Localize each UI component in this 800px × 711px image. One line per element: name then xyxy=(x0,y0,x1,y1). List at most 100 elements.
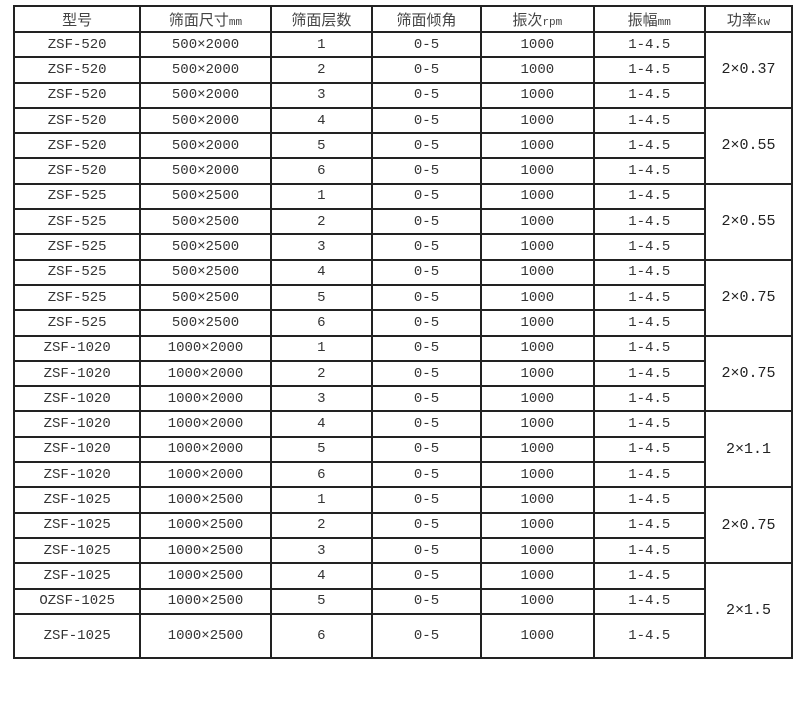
table-cell: 500×2000 xyxy=(139,157,272,185)
table-cell: 1-4.5 xyxy=(592,587,706,615)
table-cell: ZSF-1025 xyxy=(12,511,142,539)
header-label: 筛面倾角 xyxy=(396,10,457,29)
header-label: 型号 xyxy=(62,10,93,29)
table-row: ZSF-1025 1000×2500 2 0-5 1000 1-4.5 xyxy=(12,511,792,539)
table-cell: 1000×2500 xyxy=(139,612,272,659)
table-cell: 500×2000 xyxy=(139,132,272,160)
header-unit: kw xyxy=(756,16,771,29)
table-cell: ZSF-1020 xyxy=(12,435,142,464)
table-cell: 0-5 xyxy=(370,182,483,211)
table-cell: 1000 xyxy=(480,233,595,261)
header-label: 筛面层数 xyxy=(291,10,352,29)
table-cell: 5 xyxy=(269,283,373,312)
table-cell: 0-5 xyxy=(370,359,483,388)
table-cell: 4 xyxy=(269,410,373,438)
spec-table: 型号 筛面尺寸mm 筛面层数 筛面倾角 振次rpm 振幅mm 功率kw ZSF-520 500… xyxy=(12,5,794,659)
column-header: 振幅mm xyxy=(592,5,706,33)
table-cell: 0-5 xyxy=(370,56,483,84)
table-cell: ZSF-1025 xyxy=(12,486,142,514)
table-cell: 3 xyxy=(269,233,373,261)
table-row: ZSF-525 500×2500 3 0-5 1000 1-4.5 xyxy=(12,233,792,261)
table-cell: 0-5 xyxy=(370,283,483,312)
table-cell: 0-5 xyxy=(370,536,483,565)
table-cell: 0-5 xyxy=(370,587,483,615)
column-header: 筛面倾角 xyxy=(370,5,483,33)
table-cell: 0-5 xyxy=(370,562,483,590)
power-cell: 2×1.1 xyxy=(703,410,794,489)
table-cell: 1-4.5 xyxy=(592,81,706,109)
table-cell: 0-5 xyxy=(370,612,483,659)
table-cell: ZSF-1025 xyxy=(12,536,142,565)
table-cell: 0-5 xyxy=(370,511,483,539)
table-cell: 1000×2500 xyxy=(139,486,272,514)
table-cell: 1 xyxy=(269,30,373,59)
table-cell: 1-4.5 xyxy=(592,435,706,464)
table-cell: 1-4.5 xyxy=(592,385,706,413)
table-cell: 0-5 xyxy=(370,435,483,464)
column-header: 筛面层数 xyxy=(269,5,373,33)
table-cell: 1000×2000 xyxy=(139,435,272,464)
table-cell: 0-5 xyxy=(370,309,483,337)
table-cell: ZSF-520 xyxy=(12,30,142,59)
table-cell: ZSF-525 xyxy=(12,309,142,337)
header-label: 功率 xyxy=(726,10,757,29)
power-cell: 2×0.75 xyxy=(703,486,794,565)
table-cell: 1000 xyxy=(480,410,595,438)
table-cell: 0-5 xyxy=(370,486,483,514)
table-cell: 4 xyxy=(269,258,373,286)
table-cell: 1-4.5 xyxy=(592,157,706,185)
table-cell: ZSF-520 xyxy=(12,132,142,160)
table-cell: 0-5 xyxy=(370,410,483,438)
table-cell: 1-4.5 xyxy=(592,461,706,489)
table-row: ZSF-1025 1000×2500 6 0-5 1000 1-4.5 xyxy=(12,612,792,659)
table-cell: 1-4.5 xyxy=(592,359,706,388)
table-cell: 3 xyxy=(269,81,373,109)
table-cell: 1000×2000 xyxy=(139,410,272,438)
column-header: 功率kw xyxy=(703,5,794,33)
table-cell: 500×2500 xyxy=(139,258,272,286)
table-cell: 0-5 xyxy=(370,157,483,185)
table-cell: 500×2000 xyxy=(139,81,272,109)
table-row: OZSF-1025 1000×2500 5 0-5 1000 1-4.5 xyxy=(12,587,792,615)
table-cell: 1-4.5 xyxy=(592,536,706,565)
table-row: ZSF-1020 1000×2000 1 0-5 1000 1-4.5 2×0.75 xyxy=(12,334,794,413)
power-cell: 2×0.37 xyxy=(703,31,794,109)
table-cell: 1-4.5 xyxy=(592,511,706,539)
table-cell: 6 xyxy=(269,461,373,489)
table-cell: 1-4.5 xyxy=(592,258,706,286)
table-cell: 4 xyxy=(269,562,373,590)
table-cell: 1-4.5 xyxy=(592,486,706,514)
table-cell: 1-4.5 xyxy=(592,132,706,160)
table-cell: 500×2000 xyxy=(139,56,272,84)
table-cell: ZSF-1020 xyxy=(12,359,142,388)
table-row: ZSF-525 500×2500 4 0-5 1000 1-4.5 2×0.75 xyxy=(12,258,794,337)
table-cell: 1-4.5 xyxy=(592,106,706,135)
header-unit: rpm xyxy=(542,16,563,29)
table-cell: 500×2000 xyxy=(139,106,272,135)
table-cell: 1000 xyxy=(480,283,595,312)
table-row: ZSF-525 500×2500 2 0-5 1000 1-4.5 xyxy=(12,208,792,236)
table-cell: ZSF-525 xyxy=(12,283,142,312)
table-cell: 1000 xyxy=(480,486,595,514)
table-cell: 500×2500 xyxy=(139,233,272,261)
table-cell: ZSF-525 xyxy=(12,208,142,236)
table-cell: 1000 xyxy=(480,30,595,59)
table-row: ZSF-1025 1000×2500 3 0-5 1000 1-4.5 xyxy=(12,536,792,565)
table-cell: 1-4.5 xyxy=(592,612,706,659)
column-header: 筛面尺寸mm xyxy=(139,5,272,33)
table-cell: 1-4.5 xyxy=(592,30,706,59)
header-unit: mm xyxy=(228,16,243,29)
table-cell: 0-5 xyxy=(370,461,483,489)
table-cell: 1000 xyxy=(480,258,595,286)
table-cell: 1-4.5 xyxy=(592,562,706,590)
table-row: ZSF-1020 1000×2000 6 0-5 1000 1-4.5 xyxy=(12,461,792,489)
header-label: 筛面尺寸 xyxy=(168,10,229,29)
table-cell: 5 xyxy=(269,435,373,464)
power-cell: 2×0.55 xyxy=(703,106,794,185)
table-cell: ZSF-1020 xyxy=(12,385,142,413)
table-cell: 2 xyxy=(269,56,373,84)
table-cell: ZSF-525 xyxy=(12,182,142,211)
table-row: ZSF-1020 1000×2000 2 0-5 1000 1-4.5 xyxy=(12,359,792,388)
table-cell: 1-4.5 xyxy=(592,334,706,362)
power-cell: 2×0.75 xyxy=(703,258,794,337)
